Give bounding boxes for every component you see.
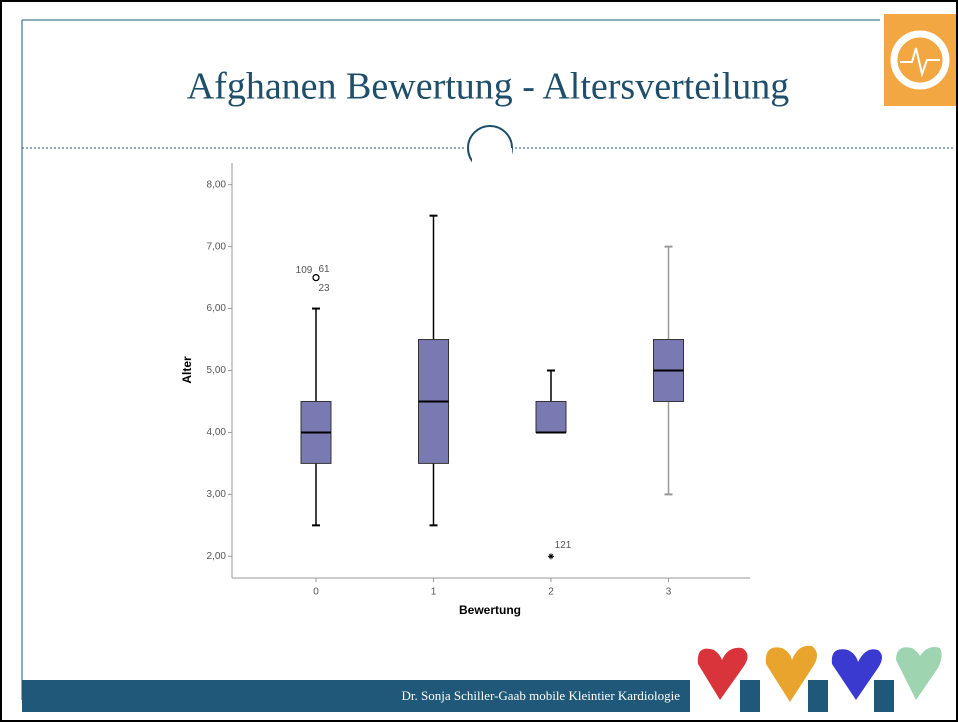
footer-band	[740, 680, 760, 712]
logo	[884, 14, 956, 106]
x-tick-label: 0	[313, 587, 319, 598]
case-id-label: 61	[318, 264, 330, 275]
y-tick-label: 2,00	[207, 551, 227, 562]
y-tick-label: 3,00	[207, 489, 227, 500]
y-tick-label: 4,00	[207, 427, 227, 438]
y-axis-label: Alter	[180, 356, 194, 384]
y-tick-label: 6,00	[207, 303, 227, 314]
y-tick-label: 8,00	[207, 179, 227, 190]
y-tick-label: 5,00	[207, 365, 227, 376]
x-tick-label: 2	[548, 587, 554, 598]
case-id-label: 109	[296, 265, 313, 276]
x-tick-label: 1	[431, 587, 437, 598]
ornament-mask	[472, 148, 512, 172]
case-id-label: 121	[555, 540, 572, 551]
footer-band	[808, 680, 828, 712]
y-tick-label: 7,00	[207, 241, 227, 252]
case-id-label: 23	[318, 283, 330, 294]
footer-text: Dr. Sonja Schiller-Gaab mobile Kleintier…	[402, 688, 681, 703]
x-tick-label: 3	[666, 587, 672, 598]
footer-band	[874, 680, 894, 712]
box	[536, 401, 566, 432]
x-axis-label: Bewertung	[459, 603, 521, 617]
slide: Afghanen Bewertung - Altersverteilung Dr…	[0, 0, 958, 722]
slide-title: Afghanen Bewertung - Altersverteilung	[187, 66, 790, 108]
